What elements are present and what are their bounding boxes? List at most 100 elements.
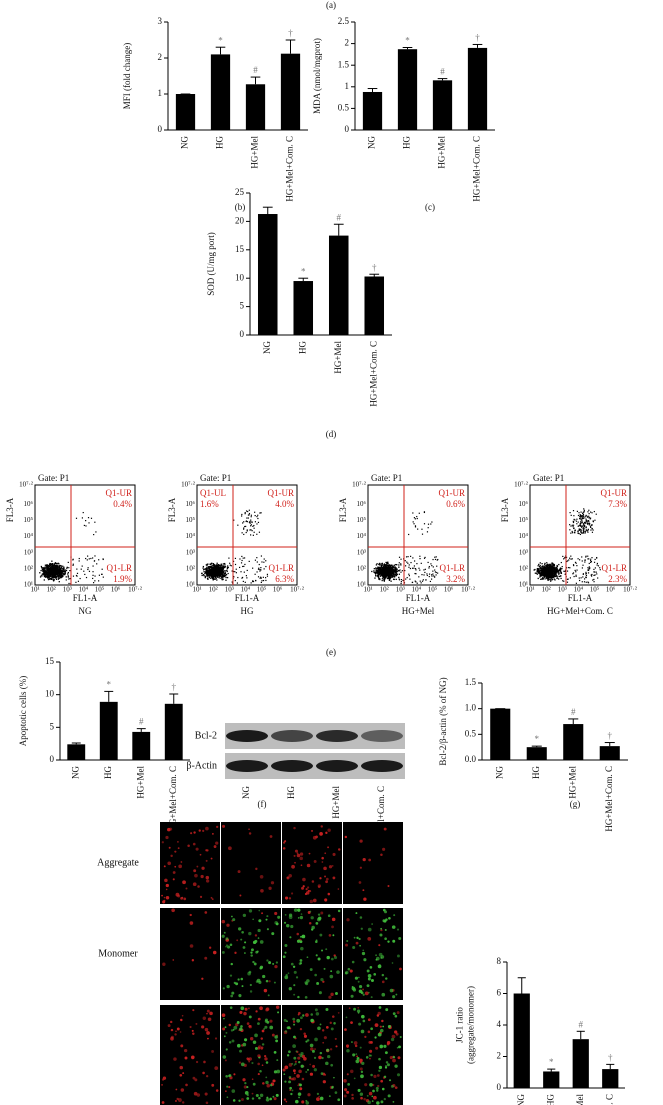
event-dot — [587, 532, 588, 533]
event-dot — [374, 568, 375, 569]
flow-x-tick: 10⁵ — [257, 586, 267, 594]
cell-signal — [271, 932, 274, 935]
event-dot — [573, 510, 574, 511]
event-dot — [260, 512, 261, 513]
event-dot — [401, 579, 402, 580]
cell-signal — [393, 1012, 396, 1015]
cell-signal — [268, 994, 270, 996]
cell-signal — [250, 952, 252, 954]
cell-signal — [276, 1006, 279, 1009]
cell-signal — [234, 952, 236, 954]
cell-signal — [245, 1091, 249, 1095]
event-dot — [222, 571, 223, 572]
cell-signal — [225, 1059, 227, 1061]
event-dot — [103, 577, 104, 578]
event-dot — [56, 565, 57, 566]
cell-signal — [336, 970, 340, 974]
cell-signal — [302, 878, 306, 882]
cell-signal — [338, 848, 340, 850]
cell-signal — [275, 1039, 278, 1042]
cell-signal — [178, 847, 180, 849]
event-dot — [256, 516, 257, 517]
event-dot — [437, 573, 438, 574]
event-dot — [46, 564, 47, 565]
event-dot — [428, 567, 429, 568]
flow-y-tick: 10¹ — [24, 581, 33, 589]
quadrant-percent: 4.0% — [275, 499, 294, 509]
cell-signal — [291, 892, 293, 894]
event-dot — [590, 518, 591, 519]
event-dot — [380, 576, 381, 577]
event-dot — [400, 564, 401, 565]
event-dot — [87, 569, 88, 570]
y-tick-label: 2 — [345, 38, 350, 48]
event-dot — [246, 575, 247, 576]
event-dot — [554, 564, 555, 565]
event-dot — [387, 570, 388, 571]
cell-signal — [298, 1092, 302, 1096]
event-dot — [537, 574, 538, 575]
cell-signal — [249, 909, 252, 912]
significance-marker: † — [475, 33, 480, 43]
event-dot — [591, 561, 592, 562]
x-tick-label: HG — [215, 136, 225, 149]
cell-signal — [181, 897, 183, 899]
event-dot — [587, 524, 588, 525]
cell-signal — [284, 944, 287, 947]
cell-signal — [298, 1061, 300, 1063]
cell-signal — [363, 1098, 366, 1101]
blot-band — [316, 730, 358, 742]
cell-signal — [269, 1020, 272, 1023]
event-dot — [259, 512, 260, 513]
event-dot — [206, 574, 207, 575]
cell-signal — [293, 1069, 296, 1072]
event-dot — [68, 575, 69, 576]
event-dot — [580, 518, 581, 519]
event-dot — [432, 559, 433, 560]
cell-signal — [356, 942, 359, 945]
event-dot — [63, 571, 64, 572]
cell-signal — [209, 947, 211, 949]
cell-signal — [240, 1025, 243, 1028]
cell-signal — [358, 977, 360, 979]
cell-signal — [353, 1008, 356, 1011]
event-dot — [428, 524, 429, 525]
event-dot — [207, 568, 208, 569]
y-tick-label: 0 — [158, 124, 163, 134]
cell-signal — [318, 958, 321, 961]
cell-signal — [368, 1031, 371, 1034]
event-dot — [382, 570, 383, 571]
cell-signal — [312, 1050, 315, 1053]
event-dot — [42, 574, 43, 575]
cell-signal — [392, 1059, 396, 1063]
event-dot — [597, 564, 598, 565]
cell-signal — [293, 1057, 296, 1060]
event-dot — [201, 573, 202, 574]
cell-signal — [254, 963, 257, 966]
cell-signal — [332, 1015, 335, 1018]
event-dot — [585, 556, 586, 557]
cell-signal — [316, 922, 319, 925]
event-dot — [51, 564, 52, 565]
event-dot — [573, 515, 574, 516]
flow-y-tick: 10⁷·² — [352, 481, 366, 489]
event-dot — [267, 576, 268, 577]
event-dot — [415, 568, 416, 569]
gate-label: Gate: P1 — [533, 473, 564, 483]
cell-signal — [180, 1031, 182, 1033]
cell-signal — [284, 1019, 287, 1022]
event-dot — [375, 569, 376, 570]
event-dot — [538, 565, 539, 566]
cell-signal — [367, 970, 370, 973]
quadrant-percent: 1.6% — [200, 499, 219, 509]
event-dot — [267, 574, 268, 575]
cell-signal — [327, 828, 330, 831]
cell-signal — [175, 1100, 177, 1102]
event-dot — [585, 572, 586, 573]
cell-signal — [222, 951, 225, 954]
event-dot — [409, 564, 410, 565]
event-dot — [552, 565, 553, 566]
cell-signal — [255, 1010, 257, 1012]
cell-signal — [292, 1089, 294, 1091]
event-dot — [588, 572, 589, 573]
